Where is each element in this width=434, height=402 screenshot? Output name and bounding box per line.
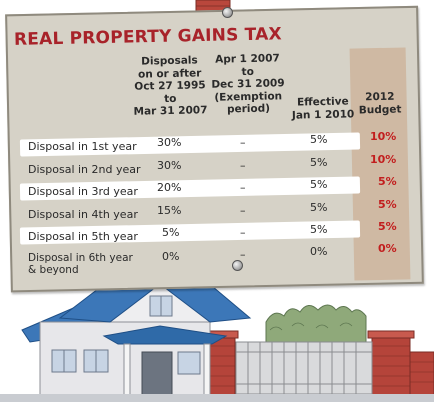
row-1-value-2012: 10%	[370, 130, 397, 143]
row-4-value-1995: 15%	[157, 204, 182, 217]
row-3-value-2010: 5%	[310, 178, 328, 191]
row-5-value-exemption: –	[240, 226, 246, 239]
row-2-value-exemption: –	[240, 159, 246, 172]
row-1-value-2010: 5%	[310, 133, 328, 146]
row-2-value-2012: 10%	[370, 153, 397, 166]
column-header-2012-budget: 2012 Budget	[358, 90, 402, 116]
row-2-value-1995: 30%	[157, 159, 182, 172]
row-3-value-1995: 20%	[157, 181, 182, 194]
row-6-value-2010: 0%	[310, 245, 328, 258]
row-2-value-2010: 5%	[310, 156, 328, 169]
push-pin-icon	[222, 7, 233, 18]
row-4-value-2012: 5%	[378, 198, 397, 211]
row-6-value-1995: 0%	[162, 250, 180, 263]
row-3-value-2012: 5%	[378, 175, 397, 188]
row-6-value-2012: 0%	[378, 242, 397, 255]
row-3-value-exemption: –	[240, 181, 246, 194]
row-4-value-2010: 5%	[310, 201, 328, 214]
row-1-value-exemption: –	[240, 136, 246, 149]
row-label-3: Disposal in 3rd year	[28, 185, 138, 198]
push-pin-icon	[232, 260, 243, 271]
row-4-value-exemption: –	[240, 204, 246, 217]
row-5-value-2012: 5%	[378, 220, 397, 233]
row-label-4: Disposal in 4th year	[28, 208, 138, 221]
row-6-value-exemption: –	[240, 248, 246, 261]
row-5-value-1995: 5%	[162, 226, 180, 239]
row-label-2: Disposal in 2nd year	[28, 163, 141, 176]
row-label-6: Disposal in 6th year & beyond	[28, 252, 133, 276]
row-label-5: Disposal in 5th year	[28, 230, 138, 243]
row-label-1: Disposal in 1st year	[28, 140, 137, 153]
metal-gate	[235, 341, 373, 395]
row-5-value-2010: 5%	[310, 223, 328, 236]
row-1-value-1995: 30%	[157, 136, 182, 149]
